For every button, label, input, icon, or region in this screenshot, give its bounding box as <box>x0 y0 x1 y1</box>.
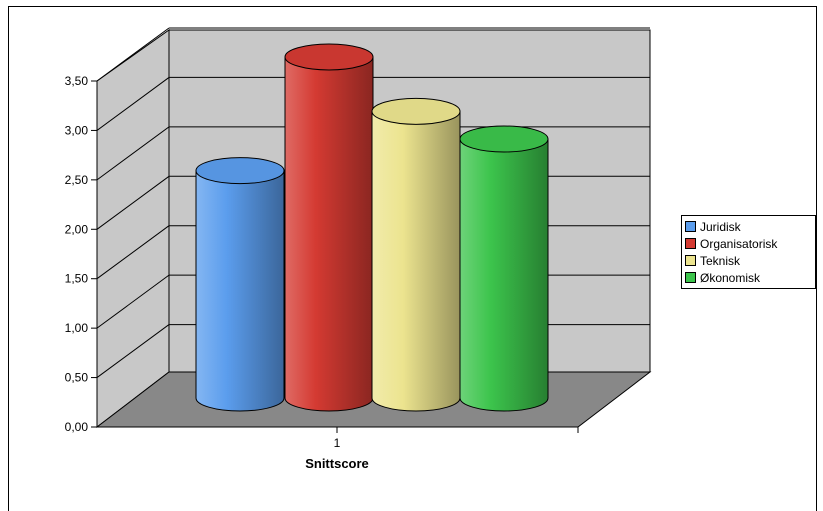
bar-body <box>195 170 285 412</box>
bar-top <box>459 125 549 153</box>
bars <box>195 43 549 412</box>
y-tick-label: 0,50 <box>65 371 89 385</box>
x-axis-title: Snittscore <box>305 456 369 471</box>
bar-body <box>459 138 549 412</box>
gridline-side <box>96 77 170 131</box>
bar-body <box>284 56 374 412</box>
bar-økonomisk <box>459 125 549 412</box>
bar-teknisk <box>371 97 461 412</box>
legend: Juridisk Organisatorisk Teknisk Økonomis… <box>681 215 816 289</box>
legend-label: Teknisk <box>700 253 741 268</box>
bar-top <box>371 97 461 125</box>
side-wall <box>96 29 170 429</box>
legend-swatch <box>685 221 696 232</box>
y-tick-label: 0,00 <box>65 420 89 434</box>
legend-label: Juridisk <box>700 219 741 234</box>
legend-swatch <box>685 255 696 266</box>
legend-label: Økonomisk <box>700 270 761 285</box>
y-tick-label: 1,00 <box>65 321 89 335</box>
y-tick-label: 2,50 <box>65 173 89 187</box>
legend-item-teknisk: Teknisk <box>685 252 812 269</box>
y-tick-label: 1,50 <box>65 272 89 286</box>
y-tick-label: 3,00 <box>65 123 89 137</box>
gridline-side <box>96 274 170 329</box>
gridline-side <box>96 175 170 230</box>
y-tick-labels: 0,00 0,50 1,00 1,50 2,00 2,50 3,00 3,50 <box>65 74 97 434</box>
bar-juridisk <box>195 157 285 412</box>
x-category-label: 1 <box>334 436 341 450</box>
bar-organisatorisk <box>284 43 374 412</box>
legend-item-organisatorisk: Organisatorisk <box>685 235 812 252</box>
chart-frame <box>8 6 817 511</box>
gridline-side <box>96 27 170 82</box>
legend-swatch <box>685 238 696 249</box>
y-tick-label: 2,00 <box>65 222 89 236</box>
bar-body <box>371 110 461 412</box>
gridline-side <box>96 225 170 280</box>
gridline-side <box>96 126 170 181</box>
bar-top <box>195 157 285 185</box>
legend-item-juridisk: Juridisk <box>685 218 812 235</box>
legend-swatch <box>685 272 696 283</box>
bar-top <box>284 43 374 71</box>
y-tick-label: 3,50 <box>65 74 89 88</box>
legend-label: Organisatorisk <box>700 236 778 251</box>
legend-item-okonomisk: Økonomisk <box>685 269 812 286</box>
gridline-side <box>96 324 170 378</box>
